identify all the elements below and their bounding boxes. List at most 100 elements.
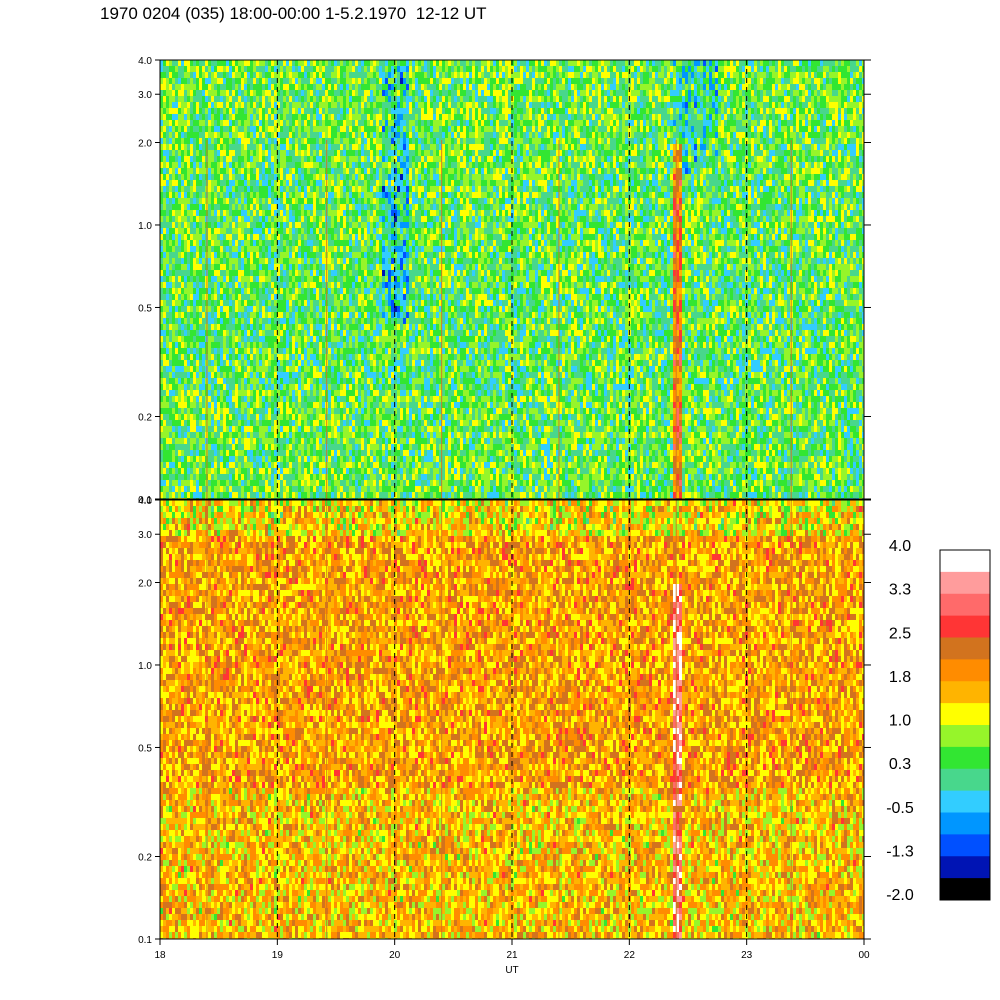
spectrogram-cell bbox=[160, 168, 163, 174]
spectrogram-cell bbox=[259, 90, 262, 96]
spectrogram-cell bbox=[271, 336, 274, 342]
spectrogram-cell bbox=[235, 102, 238, 108]
spectrogram-cell bbox=[199, 306, 202, 312]
spectrogram-cell bbox=[169, 390, 172, 396]
spectrogram-cell bbox=[238, 252, 241, 258]
spectrogram-cell bbox=[232, 66, 235, 72]
spectrogram-cell bbox=[196, 342, 199, 348]
spectrogram-cell bbox=[229, 294, 232, 300]
spectrogram-cell bbox=[289, 228, 292, 234]
spectrogram-cell bbox=[265, 102, 268, 108]
spectrogram-cell bbox=[358, 492, 361, 498]
spectrogram-cell bbox=[232, 240, 235, 246]
spectrogram-cell bbox=[250, 468, 253, 474]
spectrogram-cell bbox=[280, 264, 283, 270]
spectrogram-cell bbox=[322, 390, 325, 396]
spectrogram-cell bbox=[178, 354, 181, 360]
spectrogram-cell bbox=[304, 264, 307, 270]
spectrogram-cell bbox=[316, 204, 319, 210]
spectrogram-cell bbox=[166, 120, 169, 126]
spectrogram-cell bbox=[307, 186, 310, 192]
spectrogram-cell bbox=[313, 60, 316, 66]
spectrogram-cell bbox=[178, 444, 181, 450]
spectrogram-cell bbox=[178, 294, 181, 300]
spectrogram-cell bbox=[310, 312, 313, 318]
spectrogram-cell bbox=[268, 408, 271, 414]
spectrogram-cell bbox=[310, 108, 313, 114]
spectrogram-cell bbox=[295, 390, 298, 396]
spectrogram-cell bbox=[235, 114, 238, 120]
spectrogram-cell bbox=[181, 204, 184, 210]
spectrogram-cell bbox=[313, 396, 316, 402]
spectrogram-cell bbox=[319, 426, 322, 432]
spectrogram-cell bbox=[175, 432, 178, 438]
spectrogram-cell bbox=[259, 378, 262, 384]
spectrogram-cell bbox=[256, 174, 259, 180]
spectrogram-cell bbox=[178, 132, 181, 138]
spectrogram-cell bbox=[292, 258, 295, 264]
spectrogram-cell bbox=[331, 318, 334, 324]
spectrogram-cell bbox=[277, 168, 280, 174]
spectrogram-cell bbox=[172, 474, 175, 480]
spectrogram-cell bbox=[232, 222, 235, 228]
spectrogram-cell bbox=[178, 342, 181, 348]
spectrogram-cell bbox=[283, 342, 286, 348]
spectrogram-cell bbox=[343, 294, 346, 300]
spectrogram-cell bbox=[220, 108, 223, 114]
spectrogram-cell bbox=[184, 66, 187, 72]
spectrogram-cell bbox=[283, 204, 286, 210]
spectrogram-cell bbox=[169, 174, 172, 180]
spectrogram-cell bbox=[199, 252, 202, 258]
spectrogram-cell bbox=[223, 120, 226, 126]
spectrogram-cell bbox=[238, 378, 241, 384]
spectrogram-cell bbox=[190, 336, 193, 342]
spectrogram-cell bbox=[253, 450, 256, 456]
spectrogram-cell bbox=[286, 426, 289, 432]
spectrogram-cell bbox=[175, 378, 178, 384]
spectrogram-cell bbox=[343, 390, 346, 396]
spectrogram-cell bbox=[193, 288, 196, 294]
spectrogram-cell bbox=[184, 186, 187, 192]
spectrogram-cell bbox=[208, 360, 211, 366]
spectrogram-cell bbox=[187, 114, 190, 120]
spectrogram-cell bbox=[181, 312, 184, 318]
spectrogram-cell bbox=[193, 300, 196, 306]
spectrogram-cell bbox=[322, 432, 325, 438]
spectrogram-cell bbox=[193, 384, 196, 390]
spectrogram-cell bbox=[238, 186, 241, 192]
spectrogram-cell bbox=[301, 198, 304, 204]
spectrogram-cell bbox=[304, 462, 307, 468]
spectrogram-cell bbox=[358, 348, 361, 354]
spectrogram-cell bbox=[235, 126, 238, 132]
spectrogram-cell bbox=[160, 60, 163, 66]
spectrogram-cell bbox=[286, 450, 289, 456]
spectrogram-cell bbox=[310, 426, 313, 432]
spectrogram-cell bbox=[352, 336, 355, 342]
spectrogram-cell bbox=[172, 60, 175, 66]
spectrogram-cell bbox=[160, 348, 163, 354]
spectrogram-cell bbox=[238, 336, 241, 342]
spectrogram-cell bbox=[163, 180, 166, 186]
spectrogram-cell bbox=[259, 276, 262, 282]
spectrogram-cell bbox=[250, 192, 253, 198]
spectrogram-cell bbox=[361, 204, 364, 210]
spectrogram-cell bbox=[175, 114, 178, 120]
spectrogram-cell bbox=[349, 288, 352, 294]
spectrogram-cell bbox=[211, 204, 214, 210]
spectrogram-cell bbox=[229, 354, 232, 360]
spectrogram-cell bbox=[334, 108, 337, 114]
spectrogram-cell bbox=[283, 120, 286, 126]
spectrogram-cell bbox=[178, 390, 181, 396]
spectrogram-cell bbox=[241, 228, 244, 234]
spectrogram-cell bbox=[175, 300, 178, 306]
spectrogram-cell bbox=[226, 474, 229, 480]
spectrogram-cell bbox=[349, 114, 352, 120]
spectrogram-cell bbox=[328, 180, 331, 186]
spectrogram-cell bbox=[316, 312, 319, 318]
spectrogram-cell bbox=[208, 96, 211, 102]
spectrogram-cell bbox=[295, 468, 298, 474]
spectrogram-cell bbox=[175, 288, 178, 294]
spectrogram-cell bbox=[211, 234, 214, 240]
spectrogram-cell bbox=[184, 408, 187, 414]
